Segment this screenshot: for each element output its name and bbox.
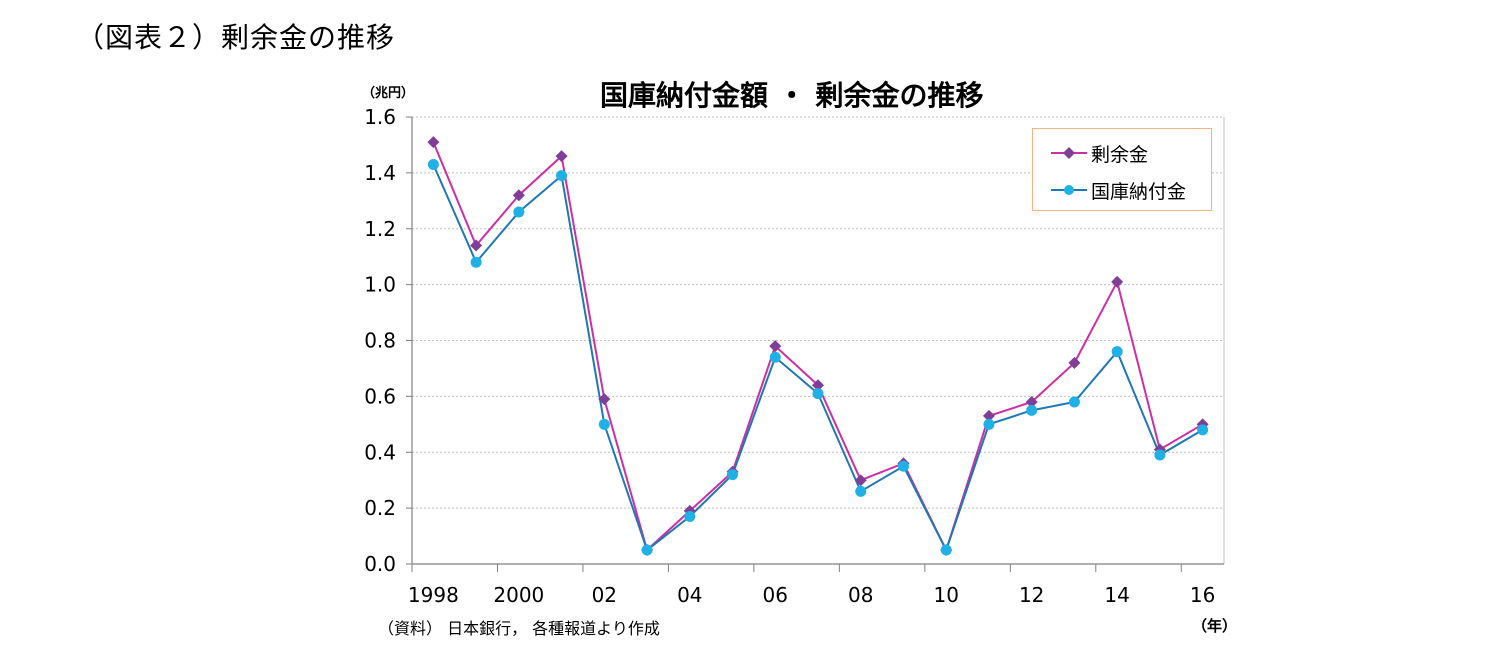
legend-label-treasury: 国庫納付金	[1091, 180, 1187, 203]
x-tick-label: 06	[763, 583, 788, 607]
data-point-treasury	[513, 206, 525, 218]
y-tick-label: 0.8	[364, 329, 396, 353]
y-tick-label: 0.0	[364, 552, 396, 576]
data-point-surplus	[427, 136, 440, 149]
data-point-surplus	[1068, 356, 1081, 369]
source-note: （資料） 日本銀行， 各種報道より作成	[378, 619, 660, 638]
x-tick-label: 12	[1019, 583, 1044, 607]
y-tick-label: 0.2	[364, 496, 396, 520]
data-point-treasury	[427, 158, 439, 170]
data-point-surplus	[1111, 275, 1124, 288]
circle-marker-icon	[1051, 185, 1087, 195]
y-tick-label: 1.4	[364, 161, 396, 185]
data-point-surplus	[982, 409, 995, 422]
x-tick-label: 04	[677, 583, 702, 607]
data-point-surplus	[470, 239, 483, 252]
x-tick-label: 10	[933, 583, 958, 607]
data-point-treasury	[940, 544, 952, 556]
x-tick-label: 2000	[493, 583, 544, 607]
data-point-surplus	[769, 340, 782, 353]
data-point-surplus	[812, 379, 824, 392]
data-point-treasury	[1068, 396, 1080, 408]
legend-item-surplus: 剰余金	[1051, 140, 1148, 166]
y-tick-label: 0.4	[364, 440, 396, 464]
data-point-treasury	[769, 351, 781, 363]
x-tick-label: 14	[1104, 583, 1129, 607]
data-point-treasury	[983, 418, 995, 430]
data-point-treasury	[684, 511, 696, 523]
legend: 剰余金 国庫納付金	[1032, 128, 1212, 211]
y-tick-label: 1.6	[364, 105, 396, 129]
x-tick-label: 1998	[408, 583, 459, 607]
data-point-surplus	[598, 393, 611, 406]
x-tick-label: 02	[592, 583, 617, 607]
y-axis-unit: （兆円）	[362, 86, 415, 101]
y-tick-labels: 0.0 0.2 0.4 0.6 0.8 1.0 1.2 1.4 1.6	[364, 105, 396, 576]
data-point-surplus	[512, 189, 525, 202]
data-point-treasury	[1111, 346, 1123, 358]
x-tick-labels: 1998 2000 02 04 06 08 10 12 14 16	[408, 583, 1215, 607]
x-axis-unit: （年）	[1192, 617, 1238, 635]
data-point-surplus	[555, 150, 568, 163]
y-tick-label: 1.2	[364, 217, 396, 241]
x-tick-label: 08	[848, 583, 873, 607]
data-point-treasury	[556, 170, 568, 182]
data-point-treasury	[641, 544, 653, 556]
series-lines	[427, 136, 1209, 557]
legend-item-treasury: 国庫納付金	[1051, 177, 1186, 203]
data-point-treasury	[727, 469, 739, 481]
data-point-treasury	[598, 418, 610, 430]
y-tick-label: 0.6	[364, 384, 396, 408]
data-point-treasury	[897, 460, 909, 472]
axes	[406, 116, 1224, 572]
data-point-surplus	[854, 474, 867, 487]
data-point-treasury	[470, 256, 482, 268]
figure-title: （図表２）剰余金の推移	[76, 21, 396, 54]
data-point-treasury	[855, 485, 867, 497]
data-point-treasury	[812, 388, 824, 400]
chart-title: 国庫納付金額 ・ 剰余金の推移	[600, 79, 984, 112]
x-tick-label: 16	[1190, 583, 1215, 607]
data-point-treasury	[1197, 424, 1209, 436]
y-tick-label: 1.0	[364, 273, 396, 297]
data-point-surplus	[1025, 395, 1038, 408]
data-point-treasury	[1154, 449, 1166, 461]
gridlines	[412, 116, 1225, 564]
diamond-marker-icon	[1051, 147, 1087, 159]
legend-label-surplus: 剰余金	[1091, 143, 1149, 166]
series-line-2	[432, 164, 1204, 553]
data-point-treasury	[1026, 404, 1038, 416]
